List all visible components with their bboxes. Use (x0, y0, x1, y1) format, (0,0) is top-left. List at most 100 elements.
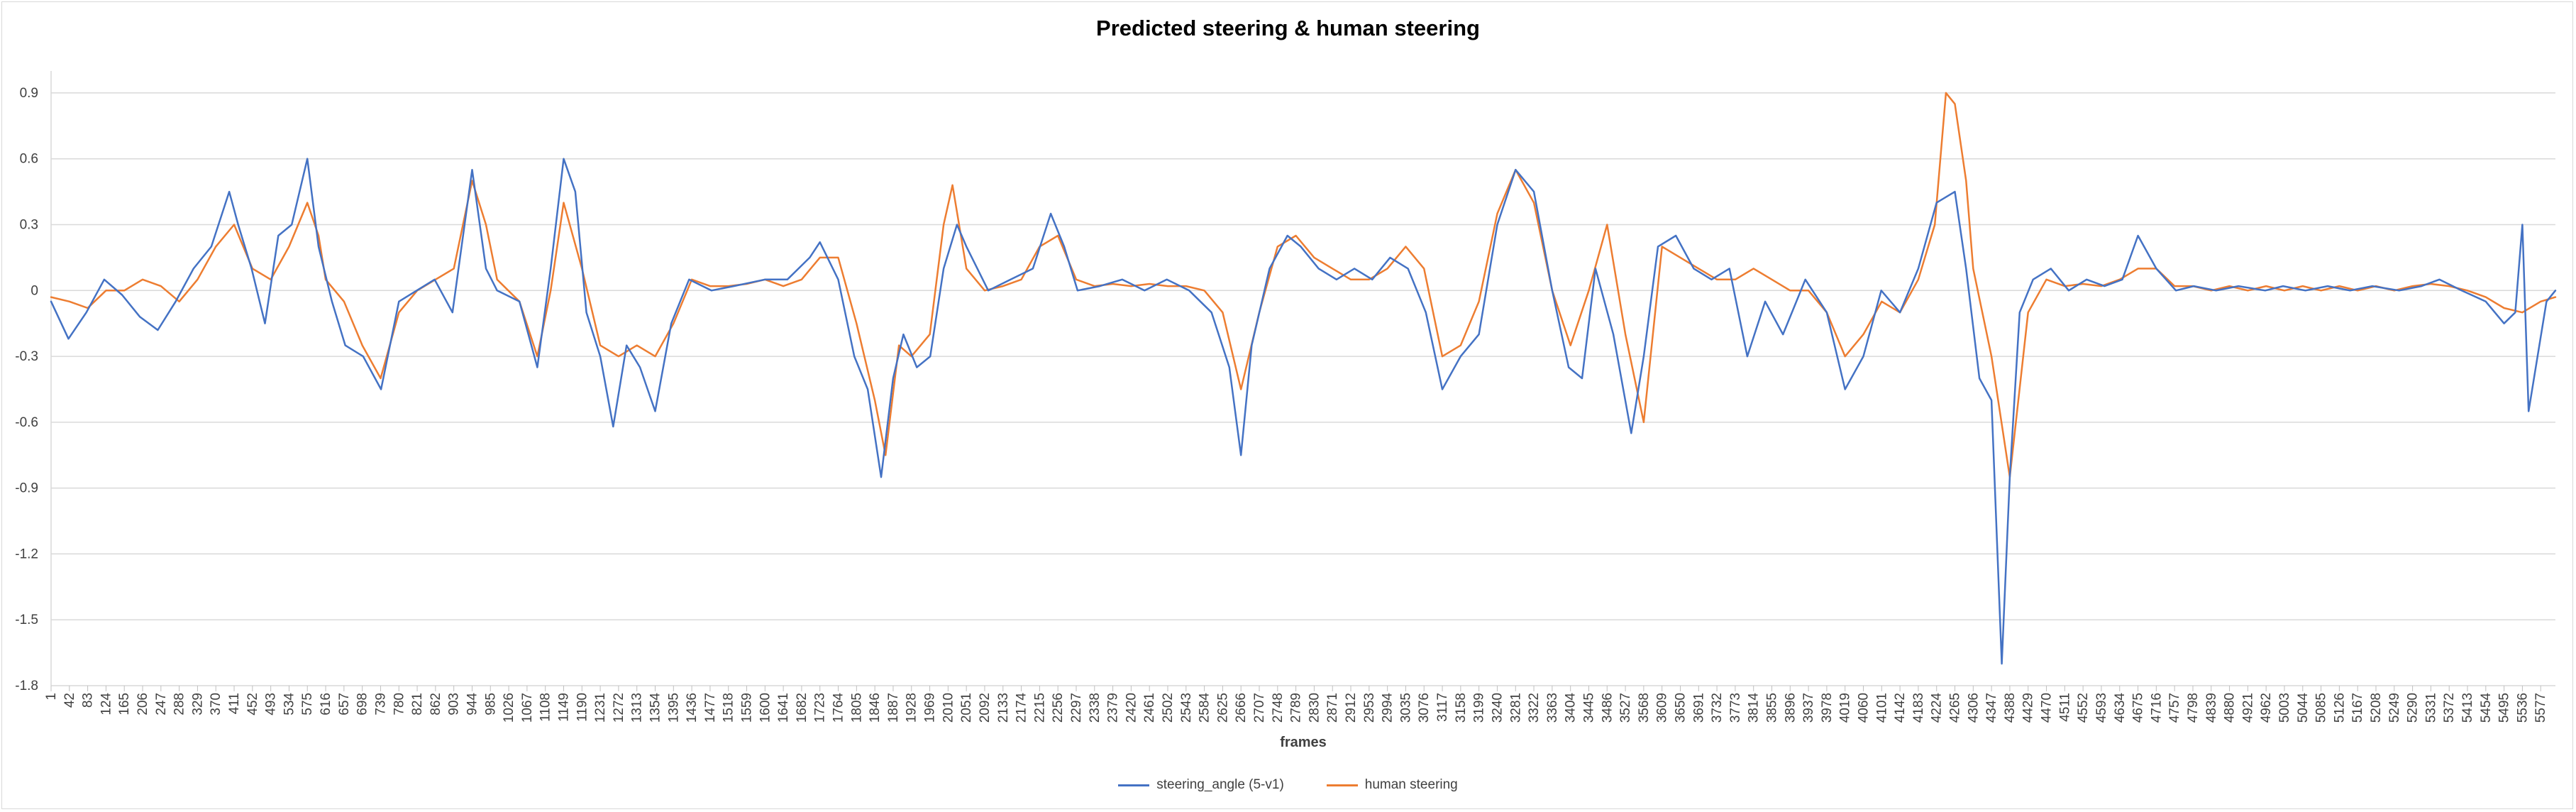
x-tick-label: 1190 (575, 693, 590, 722)
x-tick-label: 4634 (2113, 693, 2128, 723)
x-tick-label: 493 (264, 693, 279, 715)
legend-item-human-steering: human steering (1326, 777, 1458, 793)
x-tick-label: 3855 (1764, 693, 1779, 723)
chart-title: Predicted steering & human steering (1096, 16, 1480, 40)
x-tick-label: 2051 (959, 693, 974, 723)
x-tick-label: 1805 (849, 693, 864, 723)
x-tick-label: 1887 (886, 693, 901, 723)
x-tick-label: 3609 (1655, 693, 1670, 723)
x-tick-label: 2338 (1088, 693, 1102, 723)
x-tick-label: 2297 (1069, 693, 1084, 723)
x-tick-label: 698 (355, 693, 370, 715)
x-tick-label: 5085 (2314, 693, 2329, 723)
x-tick-label: 83 (81, 693, 96, 708)
y-tick-label: 0.3 (20, 218, 38, 233)
x-tick-label: 3076 (1417, 693, 1432, 723)
x-tick-label: 2379 (1106, 693, 1121, 723)
x-tick-label: 3568 (1637, 693, 1652, 723)
x-tick-label: 1764 (831, 693, 846, 723)
x-tick-label: 4429 (2021, 693, 2036, 723)
x-tick-label: 1641 (776, 693, 791, 723)
x-tick-label: 3937 (1801, 693, 1816, 723)
x-tick-label: 2133 (996, 693, 1011, 723)
x-tick-label: 1272 (612, 693, 626, 723)
x-tick-label: 4265 (1948, 693, 1963, 723)
x-tick-label: 5331 (2423, 693, 2438, 723)
x-tick-label: 1149 (556, 693, 571, 722)
legend-label-steering-angle: steering_angle (5-v1) (1156, 777, 1284, 792)
x-tick-label: 1600 (758, 693, 773, 723)
x-tick-label: 329 (190, 693, 205, 715)
legend-label-human-steering: human steering (1364, 777, 1458, 792)
x-tick-label: 5126 (2332, 693, 2347, 723)
gridlines (50, 71, 2555, 686)
x-tick-label: 1682 (795, 693, 809, 723)
x-tick-label: 821 (410, 693, 425, 715)
x-tick-label: 5372 (2442, 693, 2457, 723)
x-tick-label: 534 (282, 693, 297, 715)
x-tick-label: 3732 (1710, 693, 1725, 723)
x-tick-label: 3281 (1508, 693, 1523, 723)
x-tick-label: 657 (337, 693, 352, 715)
x-tick-label: 4019 (1838, 693, 1853, 723)
x-tick-label: 4306 (1966, 693, 1981, 723)
x-tick-label: 5495 (2497, 693, 2512, 723)
x-tick-label: 4552 (2076, 693, 2091, 723)
x-tick-label: 5536 (2515, 693, 2530, 723)
x-tick-label: 5577 (2533, 693, 2548, 723)
x-tick-label: 4716 (2149, 693, 2164, 723)
x-tick-label: 5454 (2479, 693, 2494, 723)
x-tick-label: 4839 (2204, 693, 2219, 723)
series-line-steering-angle (50, 158, 2557, 665)
x-axis-title: frames (1280, 735, 1327, 750)
x-tick-label: 739 (373, 693, 388, 715)
x-tick-label: 2215 (1032, 693, 1047, 723)
x-tick-label: 3445 (1581, 693, 1596, 723)
x-tick-label: 3035 (1398, 693, 1413, 723)
x-tick-label: 4593 (2094, 693, 2109, 723)
x-tick-label: 1067 (520, 693, 535, 723)
y-tick-label: -1.5 (15, 613, 38, 627)
x-tick-label: 452 (245, 693, 260, 715)
x-tick-label: 1928 (905, 693, 919, 723)
x-tick-label: 4183 (1911, 693, 1926, 723)
x-tick-label: 4675 (2131, 693, 2146, 723)
x-tick-label: 2502 (1161, 693, 1176, 723)
legend-item-steering-angle: steering_angle (5-v1) (1118, 777, 1284, 793)
x-tick-label: 1395 (666, 693, 681, 723)
x-tick-label: 5413 (2460, 693, 2475, 723)
x-tick-label: 2174 (1015, 693, 1029, 723)
x-tick-label: 3240 (1490, 693, 1505, 723)
x-tick-label: 5208 (2369, 693, 2384, 723)
x-tick-label: 3199 (1472, 693, 1487, 723)
legend: steering_angle (5-v1) human steering (0, 777, 2576, 793)
x-tick-label: 3527 (1618, 693, 1633, 723)
x-tick-label: 944 (465, 693, 480, 715)
x-tick-label: 3978 (1820, 693, 1835, 723)
y-tick-label: -0.3 (15, 349, 38, 364)
x-tick-label: 903 (447, 693, 462, 715)
x-tick-label: 5167 (2350, 693, 2365, 723)
x-tick-label: 2994 (1381, 693, 1395, 723)
x-tick-label: 2789 (1289, 693, 1304, 723)
x-tick-label: 3691 (1691, 693, 1706, 723)
x-tick-label: 1354 (648, 693, 663, 723)
x-tick-label: 3404 (1564, 693, 1579, 723)
x-axis-ticks: 1 42 83 124 165 206 247 288 329 370 411 452 493 534 57… (44, 686, 2548, 723)
x-tick-label: 1436 (685, 693, 700, 723)
x-tick-label: 3650 (1673, 693, 1688, 723)
x-tick-label: 1026 (502, 693, 516, 723)
x-tick-label: 4921 (2240, 693, 2255, 723)
legend-swatch-steering-angle (1118, 784, 1150, 786)
y-tick-label: 0.9 (20, 86, 38, 101)
x-tick-label: 4142 (1893, 693, 1908, 723)
series-lines (50, 92, 2557, 665)
x-tick-label: 1 (44, 693, 59, 701)
x-tick-label: 124 (99, 693, 114, 715)
x-tick-label: 4224 (1930, 693, 1945, 723)
x-tick-label: 2871 (1325, 693, 1340, 723)
x-tick-label: 4101 (1874, 693, 1889, 723)
x-tick-label: 2830 (1307, 693, 1322, 723)
x-tick-label: 42 (62, 693, 77, 708)
